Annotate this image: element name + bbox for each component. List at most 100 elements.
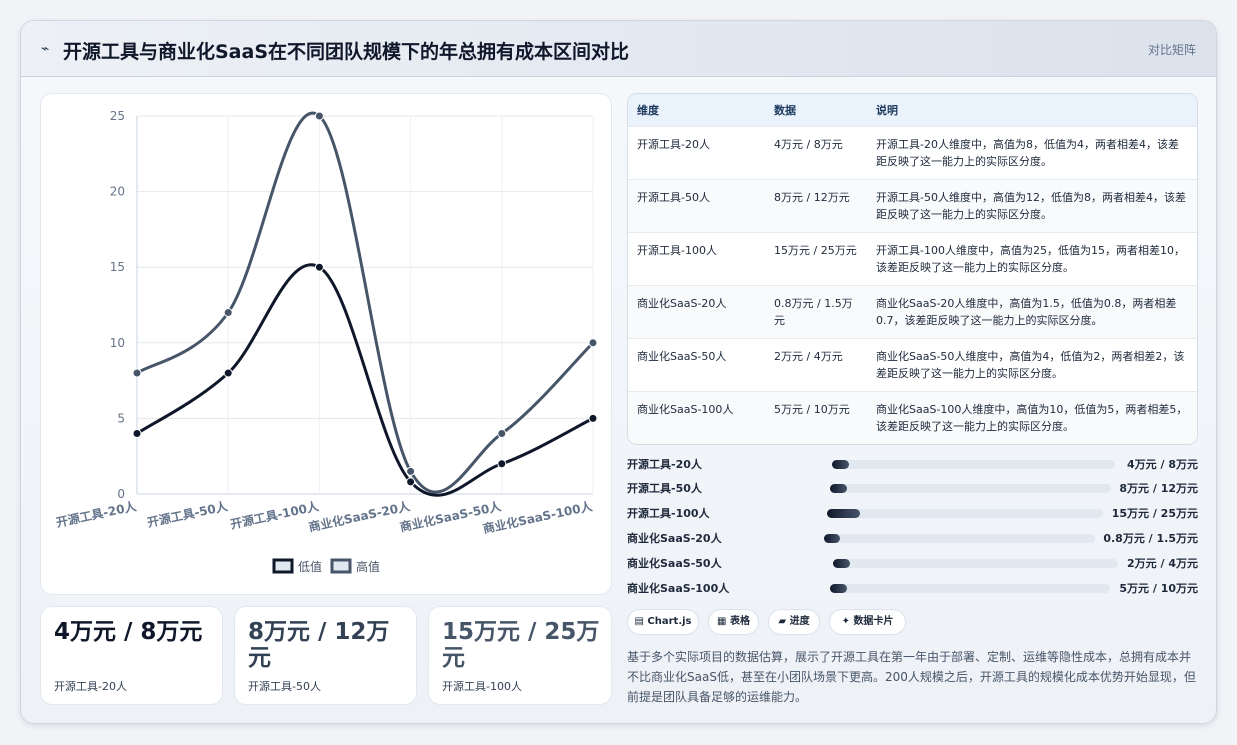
page-title: 开源工具与商业化SaaS在不同团队规模下的年总拥有成本区间对比 <box>63 41 630 63</box>
column-header: 数据 <box>774 103 796 117</box>
progress-row-4: 商业化SaaS-50人 2万元 / 4万元 <box>627 555 1198 571</box>
progress-row-0: 开源工具-20人 4万元 / 8万元 <box>627 456 1198 472</box>
legend-swatch <box>330 558 352 574</box>
dashboard-card: ⌁ 开源工具与商业化SaaS在不同团队规模下的年总拥有成本区间对比 对比矩阵 0… <box>20 20 1217 724</box>
table-cell: 商业化SaaS-20人 <box>637 296 727 310</box>
data-point <box>132 368 142 378</box>
data-point <box>132 429 142 439</box>
header: ⌁ 开源工具与商业化SaaS在不同团队规模下的年总拥有成本区间对比 对比矩阵 <box>21 21 1216 77</box>
table-cell: 开源工具-20人维度中，高值为8，低值为4，两者相差4，该差距反映了这一能力上的… <box>876 137 1179 168</box>
progress-label: 商业化SaaS-20人 <box>627 532 722 545</box>
progress-track <box>833 559 1118 568</box>
table-cell: 2万元 / 4万元 <box>774 349 843 363</box>
progress-row-3: 商业化SaaS-20人 0.8万元 / 1.5万元 <box>627 530 1198 546</box>
table-cell: 0.8万元 / 1.5万元 <box>774 296 853 327</box>
table-row: 开源工具-100人 15万元 / 25万元 开源工具-100人维度中，高值为25… <box>628 232 1197 285</box>
data-point <box>588 338 598 348</box>
progress-row-1: 开源工具-50人 8万元 / 12万元 <box>627 480 1198 496</box>
kpi-value: 8万元 / 12万元 <box>248 619 390 671</box>
data-point <box>223 308 233 318</box>
tag-data-card[interactable]: ✦ 数据卡片 <box>829 609 906 635</box>
y-tick-label: 10 <box>110 336 125 350</box>
table-cell: 商业化SaaS-20人维度中，高值为1.5，低值为0.8，两者相差0.7，该差距… <box>876 296 1177 327</box>
progress-value: 8万元 / 12万元 <box>1119 482 1198 495</box>
tag-progress[interactable]: ▰ 进度 <box>768 609 820 635</box>
series-line-1 <box>136 111 595 494</box>
y-tick-label: 20 <box>110 185 125 199</box>
view-mode-badge[interactable]: 对比矩阵 <box>1147 43 1196 57</box>
table-cell: 商业化SaaS-100人 <box>637 402 734 416</box>
y-tick-label: 5 <box>117 411 125 425</box>
progress-fill <box>827 509 861 518</box>
table-cell: 开源工具-50人维度中，高值为12，低值为8，两者相差4，该差距反映了这一能力上… <box>876 190 1186 221</box>
progress-label: 开源工具-100人 <box>627 507 710 520</box>
progress-value: 4万元 / 8万元 <box>1127 458 1198 471</box>
card-icon: ✦ <box>841 616 850 627</box>
progress-label: 商业化SaaS-50人 <box>627 557 722 570</box>
tag-table[interactable]: ▦ 表格 <box>708 609 759 635</box>
line-chart: 0 5 10 15 20 25 开源工具-20人 开源工具-50人 开源工具-100人商业化Sa… <box>55 109 598 574</box>
column-header: 说明 <box>876 103 898 117</box>
progress-value: 15万元 / 25万元 <box>1111 507 1198 520</box>
table-cell: 开源工具-50人 <box>637 190 710 204</box>
table-header-row: 维度 数据 说明 <box>628 94 1197 126</box>
progress-track <box>832 460 1115 469</box>
kpi-label: 开源工具-20人 <box>54 680 127 693</box>
y-tick-label: 25 <box>110 109 125 123</box>
x-tick-label: 商业化SaaS-20人 <box>307 498 412 534</box>
data-table-panel: 维度 数据 说明 开源工具-20人 4万元 / 8万元 开源工具-20人维度中，… <box>627 93 1198 445</box>
progress-label: 开源工具-50人 <box>627 482 702 495</box>
kpi-card-0: 4万元 / 8万元 开源工具-20人 <box>40 606 223 705</box>
data-point <box>497 429 507 439</box>
table-row: 开源工具-50人 8万元 / 12万元 开源工具-50人维度中，高值为12，低值… <box>628 179 1197 232</box>
progress-fill <box>830 484 847 493</box>
kpi-value: 4万元 / 8万元 <box>54 619 203 645</box>
data-point <box>406 477 416 487</box>
progress-fill <box>824 534 841 543</box>
sparkline-icon: ⌁ <box>41 41 50 57</box>
table-icon: ▦ <box>717 616 727 627</box>
progress-fill <box>830 584 847 593</box>
legend-swatch <box>272 558 294 574</box>
tag-label: 数据卡片 <box>853 616 894 627</box>
progress-fill <box>832 460 849 469</box>
data-point <box>406 466 416 476</box>
kpi-card-1: 8万元 / 12万元 开源工具-50人 <box>234 606 417 705</box>
table-cell: 8万元 / 12万元 <box>774 190 850 204</box>
progress-row-5: 商业化SaaS-100人 5万元 / 10万元 <box>627 580 1198 596</box>
table-cell: 开源工具-100人维度中，高值为25，低值为15，两者相差10，该差距反映了这一… <box>876 243 1185 274</box>
progress-track <box>830 584 1110 593</box>
table-cell: 商业化SaaS-50人维度中，高值为4，低值为2，两者相差2，该差距反映了这一能… <box>876 349 1185 380</box>
tag-label: Chart.js <box>647 616 692 627</box>
table-row: 商业化SaaS-20人 0.8万元 / 1.5万元 商业化SaaS-20人维度中… <box>628 285 1197 338</box>
data-point <box>314 111 324 121</box>
table-cell: 商业化SaaS-50人 <box>637 349 727 363</box>
progress-value: 0.8万元 / 1.5万元 <box>1103 532 1198 545</box>
column-header: 维度 <box>637 103 659 117</box>
progress-label: 开源工具-20人 <box>627 458 702 471</box>
table-cell: 4万元 / 8万元 <box>774 137 843 151</box>
y-tick-label: 0 <box>117 487 125 501</box>
data-point <box>223 368 233 378</box>
table-cell: 开源工具-20人 <box>637 137 710 151</box>
table-cell: 15万元 / 25万元 <box>774 243 857 257</box>
tag-label: 进度 <box>789 616 810 627</box>
kpi-label: 开源工具-50人 <box>248 680 321 693</box>
x-tick-label: 开源工具-50人 <box>146 498 230 530</box>
line-chart-panel: 0 5 10 15 20 25 开源工具-20人 开源工具-50人 开源工具-100人 商业化Sa… <box>40 93 612 595</box>
legend-label: 低值 <box>298 559 322 574</box>
data-point <box>497 459 507 469</box>
legend-label: 高值 <box>356 559 380 574</box>
progress-value: 5万元 / 10万元 <box>1119 582 1198 595</box>
table-cell: 5万元 / 10万元 <box>774 402 850 416</box>
chart-icon: ▤ <box>634 616 644 627</box>
progress-fill <box>833 559 851 568</box>
table-row: 商业化SaaS-50人 2万元 / 4万元 商业化SaaS-50人维度中，高值为… <box>628 338 1197 391</box>
progress-row-2: 开源工具-100人 15万元 / 25万元 <box>627 505 1198 521</box>
progress-track <box>824 534 1095 543</box>
progress-track <box>827 509 1103 518</box>
tag-chartjs[interactable]: ▤ Chart.js <box>627 609 699 635</box>
y-tick-label: 15 <box>110 260 125 274</box>
table-row: 开源工具-20人 4万元 / 8万元 开源工具-20人维度中，高值为8，低值为4… <box>628 126 1197 179</box>
progress-track <box>830 484 1111 493</box>
